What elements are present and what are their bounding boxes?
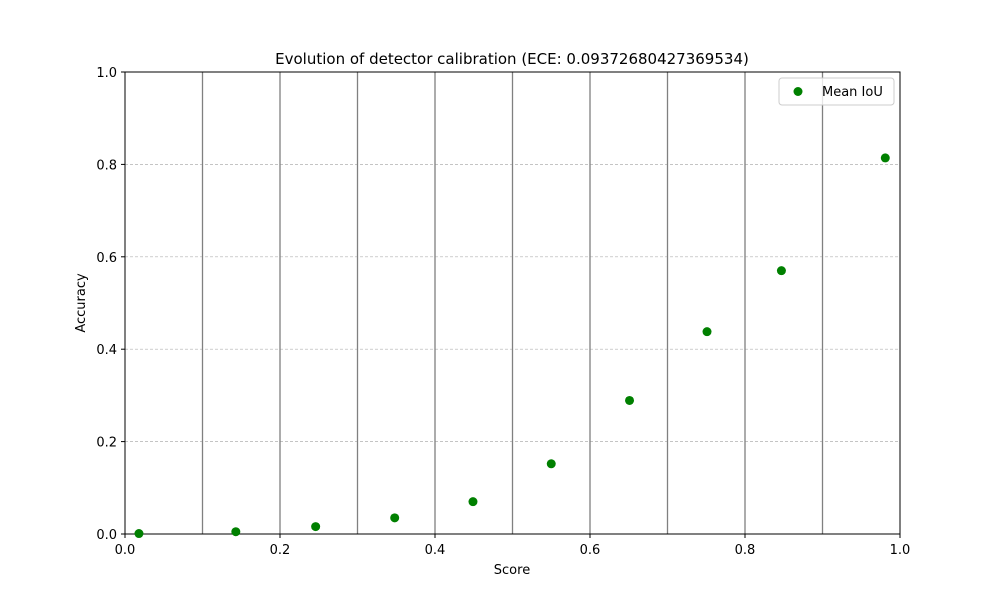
x-tick-label: 0.8: [735, 543, 756, 558]
chart-title: Evolution of detector calibration (ECE: …: [275, 50, 749, 68]
y-tick-label: 0.4: [96, 343, 117, 358]
data-points: [134, 153, 890, 539]
x-tick-label: 0.0: [115, 543, 136, 558]
y-tick-label: 0.2: [96, 436, 117, 451]
bin-lines: [201, 72, 824, 534]
data-point: [390, 513, 400, 523]
legend: Mean IoU: [778, 77, 895, 106]
plot-frame: [124, 71, 901, 535]
y-axis-label: Accuracy: [74, 273, 89, 333]
data-point: [546, 459, 556, 469]
data-point: [468, 497, 478, 507]
data-point: [625, 395, 635, 405]
data-point: [880, 153, 890, 163]
y-tick-label: 1.0: [96, 66, 117, 81]
x-tick-label: 0.6: [580, 543, 601, 558]
data-point: [776, 266, 786, 276]
x-tick-label: 0.4: [425, 543, 446, 558]
data-point: [134, 529, 144, 539]
y-tick-label: 0.6: [96, 251, 117, 266]
x-axis-label: Score: [494, 563, 530, 578]
y-tick-label: 0.0: [96, 528, 117, 543]
axis-ticks: 0.0 0.2 0.4 0.6 0.8 1.0 0.0 0.2 0.4 0.6 0.8 1.0: [96, 66, 910, 558]
data-point: [311, 522, 321, 532]
x-tick-label: 0.2: [270, 543, 291, 558]
legend-box: [778, 77, 895, 106]
legend-label: Mean IoU: [822, 85, 883, 100]
data-point: [231, 527, 241, 537]
y-tick-label: 0.8: [96, 158, 117, 173]
x-tick-label: 1.0: [890, 543, 911, 558]
legend-marker: [793, 87, 803, 96]
data-point: [702, 327, 712, 337]
